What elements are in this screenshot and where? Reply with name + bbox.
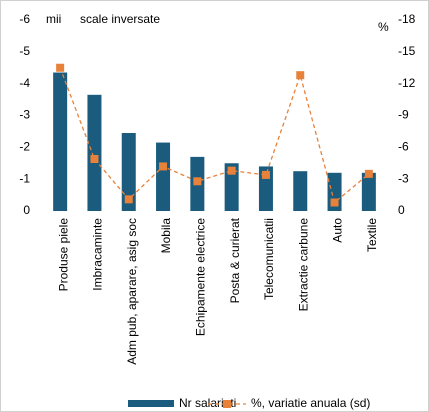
annotation: scale inversate — [80, 12, 160, 26]
legend-marker — [223, 400, 231, 408]
unit-left: mii — [46, 12, 61, 26]
legend-swatch — [128, 400, 174, 407]
y-tick-label: -2 — [19, 140, 30, 154]
bar — [87, 94, 102, 211]
y-tick-label: -1 — [19, 171, 30, 185]
y2-tick-label: -6 — [398, 140, 409, 154]
x-tick-label: Textile — [365, 218, 379, 252]
marker — [90, 155, 99, 164]
x-tick-label: Posta & curierat — [228, 217, 242, 303]
unit-right: % — [378, 20, 389, 34]
marker — [159, 162, 168, 171]
x-tick-label: Telecomunicatii — [262, 218, 276, 300]
y2-tick-label: -3 — [398, 171, 409, 185]
y-tick-label: -5 — [19, 44, 30, 58]
x-tick-label: Extractie carbune — [296, 218, 310, 312]
x-tick-label: Echipamente electrice — [194, 218, 208, 336]
y2-tick-label: -9 — [398, 108, 409, 122]
x-tick-label: Auto — [331, 218, 345, 243]
y2-tick-label: -15 — [398, 44, 416, 58]
legend-label: Nr salariati — [179, 396, 236, 410]
bar — [224, 163, 239, 211]
y2-tick-label: -12 — [398, 76, 416, 90]
x-tick-label: Imbracaminte — [91, 218, 105, 291]
bar — [53, 72, 68, 212]
x-tick-label: Adm pub, aparare, asig soc — [125, 218, 139, 365]
y-tick-label: -3 — [19, 108, 30, 122]
marker — [330, 198, 339, 207]
x-tick-label: Mobila — [159, 218, 173, 254]
marker — [261, 170, 270, 179]
legend-label: %, variatie anuala (sd) — [251, 396, 370, 410]
y-tick-label: 0 — [23, 203, 30, 217]
marker — [296, 71, 305, 80]
y2-tick-label: 0 — [398, 203, 405, 217]
bar — [293, 171, 308, 211]
y-tick-label: -6 — [19, 12, 30, 26]
marker — [227, 166, 236, 175]
marker — [364, 169, 373, 178]
x-tick-label: Produse piele — [56, 218, 70, 292]
bar — [361, 172, 376, 211]
bar — [156, 142, 171, 211]
marker — [193, 177, 202, 186]
marker — [124, 195, 133, 204]
marker — [56, 63, 65, 72]
y2-tick-label: -18 — [398, 12, 416, 26]
y-tick-label: -4 — [19, 76, 30, 90]
bar — [121, 133, 136, 211]
line — [59, 67, 370, 204]
